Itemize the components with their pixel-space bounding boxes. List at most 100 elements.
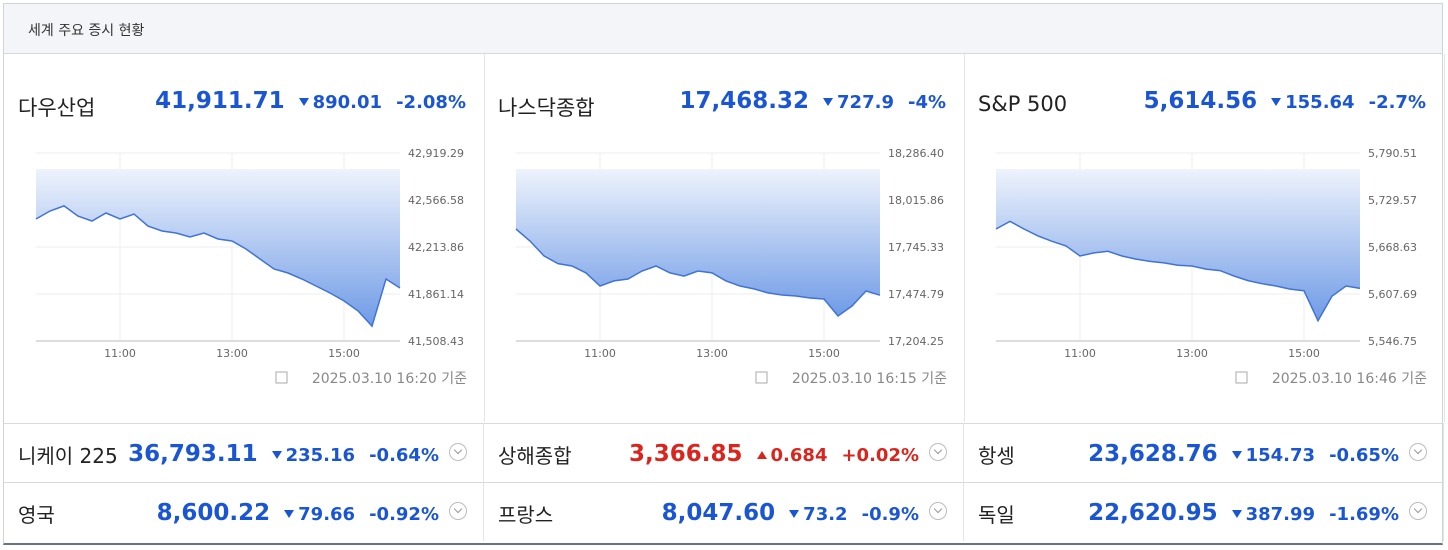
change-value: 0.684 <box>770 445 828 466</box>
x-tick-label: 13:00 <box>1176 347 1208 360</box>
market-row[interactable]: 니케이 225 36,793.11 235.16 -0.64% <box>4 423 484 482</box>
price: 3,366.85 <box>629 441 743 467</box>
market-name: 니케이 225 <box>18 444 118 468</box>
y-tick-label: 42,566.58 <box>408 194 464 207</box>
change: 79.66 <box>284 504 355 525</box>
price: 5,614.56 <box>1143 88 1258 114</box>
expand-button[interactable] <box>1409 502 1427 520</box>
change: 0.684 <box>756 445 828 466</box>
index-name: S&P 500 <box>978 92 1068 116</box>
y-tick-label: 5,668.63 <box>1368 241 1417 254</box>
y-tick-label: 17,474.79 <box>888 288 944 301</box>
y-tick-label: 18,015.86 <box>888 194 944 207</box>
market-name: 상해종합 <box>498 444 572 468</box>
arrow-down <box>284 510 295 518</box>
change-value: 890.01 <box>312 92 383 113</box>
change-value: 387.99 <box>1245 504 1316 525</box>
price-line <box>35 205 401 328</box>
arrow-up <box>756 451 767 459</box>
x-tick-label: 11:00 <box>104 347 136 360</box>
market-name: 프랑스 <box>498 503 554 527</box>
change-percent: -2.08% <box>396 92 466 113</box>
change-value: 235.16 <box>285 445 356 466</box>
market-row[interactable]: 독일 22,620.95 387.99 -1.69% <box>964 482 1444 541</box>
change-percent: -2.7% <box>1368 92 1426 113</box>
price: 8,047.60 <box>661 500 776 526</box>
x-tick-label: 11:00 <box>1064 347 1096 360</box>
price-line <box>995 220 1361 323</box>
quote-values: 23,628.76 154.73 -0.65% <box>1088 441 1399 467</box>
expand-button[interactable] <box>929 443 947 461</box>
price: 36,793.11 <box>128 441 258 467</box>
index-name: 나스닥종합 <box>498 96 595 120</box>
quote-values: 8,047.60 73.2 -0.9% <box>662 500 919 526</box>
change-value: 727.9 <box>837 92 894 113</box>
market-name: 항셍 <box>978 444 1015 468</box>
index-chart: 41,508.43 41,861.14 42,213.86 42,566.58 42,9… <box>35 147 467 387</box>
calendar-icon <box>755 371 768 384</box>
y-tick-label: 42,919.29 <box>408 147 464 160</box>
change-percent: -4% <box>907 92 946 113</box>
quote-values: 5,614.56 155.64 -2.7% <box>1144 88 1426 114</box>
index-chart: 5,546.75 5,607.69 5,668.63 5,729.57 5,790.51… <box>995 147 1427 387</box>
arrow-down <box>823 98 834 106</box>
arrow-down <box>1271 98 1282 106</box>
quote-values: 22,620.95 387.99 -1.69% <box>1088 500 1399 526</box>
quote-values: 17,468.32 727.9 -4% <box>680 88 946 114</box>
calendar-icon <box>1235 371 1248 384</box>
x-tick-label: 15:00 <box>808 347 840 360</box>
y-tick-label: 17,745.33 <box>888 241 944 254</box>
widget-title: 세계 주요 증시 현황 <box>28 23 145 39</box>
price: 17,468.32 <box>679 88 810 114</box>
market-row[interactable]: 항셍 23,628.76 154.73 -0.65% <box>964 423 1444 482</box>
widget-header: 세계 주요 증시 현황 <box>4 4 1442 54</box>
timestamp: 2025.03.10 16:46 기준 <box>1272 371 1427 387</box>
arrow-down <box>1231 451 1242 459</box>
area-fill <box>516 169 880 316</box>
quote-values: 3,366.85 0.684 +0.02% <box>629 441 919 467</box>
change: 73.2 <box>789 504 848 525</box>
area-fill <box>36 169 400 327</box>
market-row[interactable]: 상해종합 3,366.85 0.684 +0.02% <box>484 423 964 482</box>
expand-button[interactable] <box>1409 443 1427 461</box>
change: 155.64 <box>1271 92 1355 113</box>
expand-button[interactable] <box>449 502 467 520</box>
y-tick-label: 41,861.14 <box>408 288 464 301</box>
arrow-down <box>1231 510 1242 518</box>
y-tick-label: 5,607.69 <box>1368 288 1417 301</box>
y-tick-label: 5,546.75 <box>1368 335 1417 348</box>
y-tick-label: 17,204.25 <box>888 335 944 348</box>
expand-button[interactable] <box>929 502 947 520</box>
price: 23,628.76 <box>1088 441 1218 467</box>
market-row[interactable]: 프랑스 8,047.60 73.2 -0.9% <box>484 482 964 541</box>
change-percent: -0.9% <box>861 504 919 525</box>
price: 41,911.71 <box>155 88 285 114</box>
arrow-down <box>271 451 282 459</box>
change-percent: -0.92% <box>369 504 439 525</box>
price: 22,620.95 <box>1088 500 1218 526</box>
change: 890.01 <box>298 92 383 113</box>
change: 235.16 <box>271 445 356 466</box>
x-tick-label: 11:00 <box>584 347 616 360</box>
change-value: 155.64 <box>1285 92 1355 113</box>
market-name: 독일 <box>978 503 1015 527</box>
change-percent: -0.64% <box>369 445 439 466</box>
change-percent: -1.69% <box>1329 504 1399 525</box>
x-tick-label: 13:00 <box>216 347 248 360</box>
quote-values: 41,911.71 890.01 -2.08% <box>155 88 466 114</box>
area-fill <box>996 169 1360 321</box>
timestamp: 2025.03.10 16:20 기준 <box>312 371 467 387</box>
calendar-icon <box>275 371 288 384</box>
x-tick-label: 15:00 <box>328 347 360 360</box>
market-row[interactable]: 영국 8,600.22 79.66 -0.92% <box>4 482 484 541</box>
arrow-down <box>789 510 800 518</box>
index-panel: 17,204.25 17,474.79 17,745.33 18,015.86 18,2… <box>484 54 965 422</box>
expand-button[interactable] <box>449 443 467 461</box>
timestamp: 2025.03.10 16:15 기준 <box>792 371 947 387</box>
y-tick-label: 42,213.86 <box>408 241 464 254</box>
change: 387.99 <box>1231 504 1316 525</box>
index-chart: 17,204.25 17,474.79 17,745.33 18,015.86 18,2… <box>515 147 947 387</box>
change-percent: -0.65% <box>1329 445 1399 466</box>
change-percent: +0.02% <box>841 445 919 466</box>
index-panel: 41,508.43 41,861.14 42,213.86 42,566.58 42,9… <box>4 54 485 422</box>
